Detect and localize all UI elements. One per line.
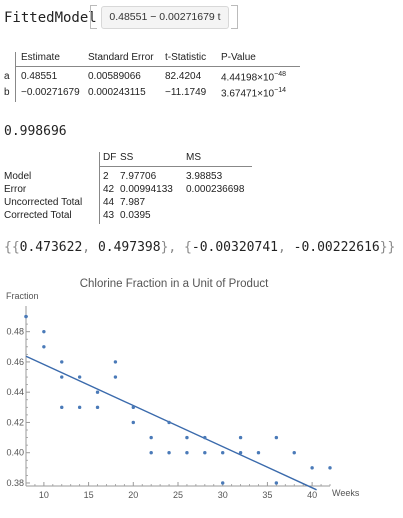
- std-error-a: 0.00589066: [88, 71, 141, 82]
- chart-title: Chlorine Fraction in a Unit of Product: [80, 278, 269, 290]
- data-point: [24, 314, 28, 319]
- data-point: [113, 375, 118, 379]
- data-point: [292, 451, 296, 455]
- data-point: [167, 451, 171, 455]
- data-point: [203, 435, 207, 440]
- data-point: [149, 451, 153, 455]
- data-point: [131, 420, 135, 425]
- y-tick-label: 0.44: [6, 387, 24, 397]
- anova-ms: 0.000236698: [186, 184, 245, 195]
- table-divider-vertical: [15, 52, 16, 102]
- header-standard-error: Standard Error: [88, 52, 154, 63]
- anova-ss: 0.0395: [120, 210, 151, 221]
- anova-row-label: Error: [4, 184, 27, 195]
- left-bracket: [90, 5, 97, 29]
- data-point: [113, 360, 118, 364]
- data-point: [274, 481, 279, 485]
- anova-df: 44: [103, 197, 115, 208]
- chlorine-scatter-plot: Chlorine Fraction in a Unit of Product F…: [6, 278, 360, 500]
- r-squared-output: 0.998696: [4, 124, 67, 139]
- right-bracket: [231, 5, 238, 29]
- anova-df: 42: [103, 184, 115, 195]
- confidence-interval-output: {{0.473622, 0.497398}, {-0.00320741, -0.…: [4, 240, 396, 255]
- data-point: [149, 435, 153, 440]
- anova-ss: 0.00994133: [120, 184, 173, 195]
- table-divider-horizontal: [15, 66, 300, 67]
- data-point: [167, 420, 171, 425]
- estimate-a: 0.48551: [21, 71, 58, 82]
- data-point: [60, 360, 64, 364]
- row-label-b: b: [4, 87, 10, 98]
- anova-row-label: Corrected Total: [4, 210, 72, 221]
- anova-divider-vertical: [99, 152, 100, 224]
- data-point: [185, 435, 189, 440]
- x-tick-label: 10: [39, 490, 49, 500]
- anova-divider-horizontal: [99, 166, 252, 167]
- data-point: [310, 466, 314, 470]
- anova-ms: 3.98853: [186, 171, 223, 182]
- x-axis-label: Weeks: [332, 488, 360, 498]
- estimate-b: −0.00271679: [21, 87, 80, 98]
- fitted-model-expression-box[interactable]: 0.48551 − 0.00271679 t: [101, 6, 229, 29]
- std-error-b: 0.000243115: [88, 87, 146, 98]
- header-ms: MS: [186, 152, 201, 163]
- data-point: [60, 375, 64, 379]
- data-point: [42, 329, 46, 334]
- p-value-b: 3.67471×10−14: [221, 87, 286, 100]
- x-tick-label: 35: [262, 490, 272, 500]
- p-value-a: 4.44198×10−48: [221, 71, 286, 84]
- header-t-statistic: t-Statistic: [165, 52, 207, 63]
- data-point: [77, 375, 82, 379]
- data-point: [238, 435, 243, 440]
- row-label-a: a: [4, 71, 10, 82]
- data-point: [185, 451, 189, 455]
- data-point: [77, 405, 82, 410]
- data-point: [238, 451, 243, 455]
- data-point: [95, 390, 100, 394]
- data-point: [274, 435, 279, 440]
- x-tick-label: 20: [128, 490, 138, 500]
- y-tick-label: 0.42: [6, 417, 24, 427]
- fit-line: [25, 355, 317, 491]
- anova-df: 2: [103, 171, 109, 182]
- data-point: [60, 405, 64, 410]
- t-stat-b: −11.1749: [165, 87, 207, 98]
- anova-row-label: Model: [4, 171, 32, 182]
- anova-ss: 7.987: [120, 197, 146, 208]
- anova-ss: 7.97706: [120, 171, 157, 182]
- x-tick-label: 25: [173, 490, 183, 500]
- y-tick-label: 0.38: [6, 478, 24, 488]
- data-point: [131, 405, 135, 410]
- data-point: [203, 451, 207, 455]
- header-df: DF: [103, 152, 117, 163]
- t-stat-a: 82.4204: [165, 71, 202, 82]
- data-point: [256, 451, 261, 455]
- data-point: [95, 405, 100, 410]
- y-axis-label: Fraction: [6, 291, 39, 301]
- header-ss: SS: [120, 152, 134, 163]
- data-point: [221, 481, 225, 485]
- x-tick-label: 15: [84, 490, 94, 500]
- y-tick-label: 0.40: [6, 448, 24, 458]
- data-point: [221, 451, 225, 455]
- anova-row-label: Uncorrected Total: [4, 197, 83, 208]
- fitted-model-label: FittedModel: [4, 10, 97, 26]
- header-estimate: Estimate: [21, 52, 60, 63]
- anova-df: 43: [103, 210, 115, 221]
- x-tick-label: 30: [218, 490, 228, 500]
- x-tick-label: 40: [307, 490, 317, 500]
- data-point: [42, 345, 46, 349]
- y-tick-label: 0.46: [6, 357, 24, 367]
- y-tick-label: 0.48: [6, 327, 24, 337]
- data-point: [328, 466, 332, 470]
- header-p-value: P-Value: [221, 52, 256, 63]
